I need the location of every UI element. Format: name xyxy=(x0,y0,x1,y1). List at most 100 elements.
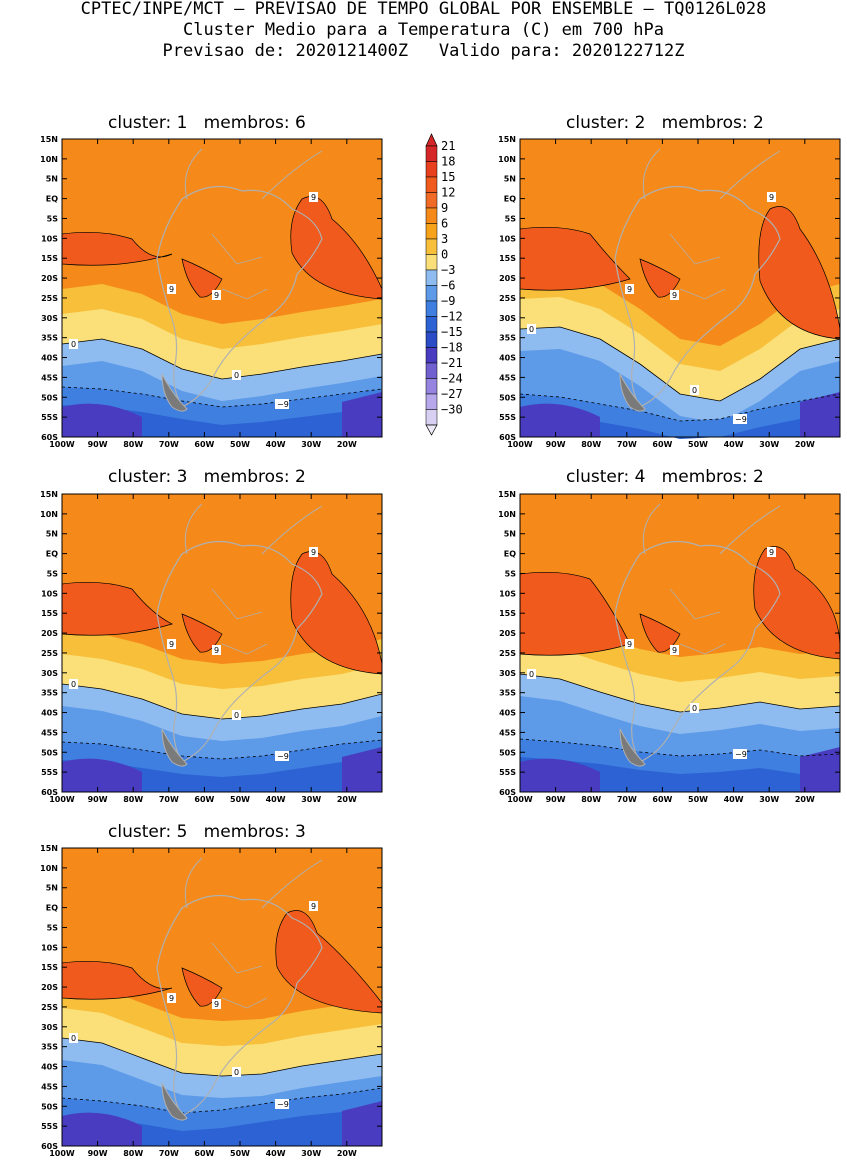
lat-label: 55S xyxy=(41,413,58,422)
colorbar-swatch xyxy=(425,269,438,286)
contour-label-box xyxy=(309,547,318,557)
map-field: 9 9 9 0 0 −9 xyxy=(61,494,383,792)
lat-label: 15S xyxy=(499,254,516,263)
contour-label-box xyxy=(767,192,776,202)
contour-label-nine_c: 9 xyxy=(767,547,776,557)
contour-label-zero_a: 0 xyxy=(527,669,536,679)
coastline-south-america xyxy=(614,185,781,408)
contour-label-box xyxy=(527,324,536,334)
colorbar-label: −30 xyxy=(441,403,463,417)
lon-label: 90W xyxy=(88,440,108,449)
lon-label: 60W xyxy=(652,795,672,804)
contour-label-zero_b: 0 xyxy=(690,385,699,395)
panel-frame xyxy=(61,847,383,1147)
contour-label-text: 9 xyxy=(169,994,174,1003)
hot-region-west xyxy=(519,571,631,656)
lat-label: 30S xyxy=(41,1023,58,1032)
panel-frame xyxy=(61,138,383,438)
coastline-south-america xyxy=(156,185,323,408)
contour-label-box xyxy=(670,645,679,655)
colorbar-label: 18 xyxy=(441,155,455,169)
lat-label: 45S xyxy=(41,373,58,382)
lat-label: 10N xyxy=(40,864,58,873)
colorbar-swatch xyxy=(425,192,438,209)
lon-label: 20W xyxy=(337,795,357,804)
contour-label-zero_b: 0 xyxy=(232,1067,241,1077)
lat-label: 15S xyxy=(41,963,58,972)
contour-label-box xyxy=(275,751,289,761)
panel-frame xyxy=(519,138,841,438)
lon-label: 100W xyxy=(49,795,75,804)
lat-label: 5S xyxy=(47,923,59,932)
colorbar-label: −12 xyxy=(441,310,463,324)
band-cold xyxy=(62,747,382,792)
lon-label: 20W xyxy=(337,440,357,449)
contour-label-nine_b: 9 xyxy=(212,645,221,655)
colorbar-swatch xyxy=(425,316,438,333)
lon-label: 80W xyxy=(123,1149,143,1158)
colorbar-label: 21 xyxy=(441,139,455,153)
contour-label-box xyxy=(232,370,241,380)
lon-label: 80W xyxy=(581,795,601,804)
contour-label-text: −9 xyxy=(277,1100,289,1109)
contour-label-neg: −9 xyxy=(733,749,747,759)
contour-label-box xyxy=(690,703,699,713)
lat-label: 10S xyxy=(499,234,516,243)
hot-region-central xyxy=(181,258,223,298)
lon-label: 100W xyxy=(507,795,533,804)
lat-label: 55S xyxy=(41,768,58,777)
contour-label-text: −9 xyxy=(277,400,289,409)
colorbar-swatch xyxy=(425,362,438,379)
colorbar-swatch xyxy=(425,409,438,426)
lon-label: 90W xyxy=(88,795,108,804)
contour-label-box xyxy=(167,993,176,1003)
contour-label-box xyxy=(309,901,318,911)
contour-zero xyxy=(61,683,383,720)
lat-label: 40S xyxy=(41,1063,58,1072)
colorbar-label: −24 xyxy=(441,372,463,386)
lat-label: 60S xyxy=(41,433,58,442)
lat-label: 5N xyxy=(46,884,58,893)
lat-label: 25S xyxy=(41,649,58,658)
lat-label: 15S xyxy=(41,609,58,618)
contour-label-zero_b: 0 xyxy=(232,370,241,380)
contour-label-box xyxy=(212,999,221,1009)
contour-label-box xyxy=(232,710,241,720)
header-line-1: CPTEC/INPE/MCT – PREVISAO DE TEMPO GLOBA… xyxy=(80,0,767,19)
map-field: 9 9 9 0 0 −9 xyxy=(519,139,841,439)
colorbar-label: −21 xyxy=(441,356,463,370)
contour-label-nine_a: 9 xyxy=(167,284,176,294)
land-patagonia xyxy=(161,728,188,767)
colorbar-label: 9 xyxy=(441,201,448,215)
panel-frame xyxy=(61,493,383,793)
contour-label-box xyxy=(212,645,221,655)
colorbar-label: −27 xyxy=(441,387,463,401)
contour-label-box xyxy=(167,639,176,649)
colorbar-swatch xyxy=(425,331,438,348)
lat-label: 10N xyxy=(498,510,516,519)
contour-label-nine_c: 9 xyxy=(309,547,318,557)
contour-label-text: −9 xyxy=(277,752,289,761)
lon-label: 90W xyxy=(88,1149,108,1158)
contour-label-text: 0 xyxy=(529,325,534,334)
coastline-north xyxy=(184,503,323,555)
contour-label-text: 0 xyxy=(234,1068,239,1077)
colorbar-swatch xyxy=(425,347,438,364)
lat-label: 10S xyxy=(41,234,58,243)
lat-label: 45S xyxy=(41,728,58,737)
colorbar-swatch xyxy=(425,176,438,193)
lat-label: 20S xyxy=(499,629,516,638)
lat-label: 35S xyxy=(41,1043,58,1052)
map-panel-3: 9 9 9 0 0 −9 15N 10N 5N EQ 5S 10S 15S 20S 25S 30S 35S 40S… xyxy=(40,490,383,804)
colorbar-arrow-bottom xyxy=(425,424,438,436)
contour-label-nine_b: 9 xyxy=(670,290,679,300)
contour-label-text: 9 xyxy=(214,291,219,300)
lon-label: 30W xyxy=(301,440,321,449)
contour-label-text: 0 xyxy=(71,340,76,349)
colorbar-swatch xyxy=(425,238,438,255)
lat-label: 5N xyxy=(46,530,58,539)
contour-zero xyxy=(61,1037,383,1077)
contour-label-text: 0 xyxy=(234,711,239,720)
lon-label: 50W xyxy=(230,440,250,449)
contour-label-box xyxy=(625,639,634,649)
